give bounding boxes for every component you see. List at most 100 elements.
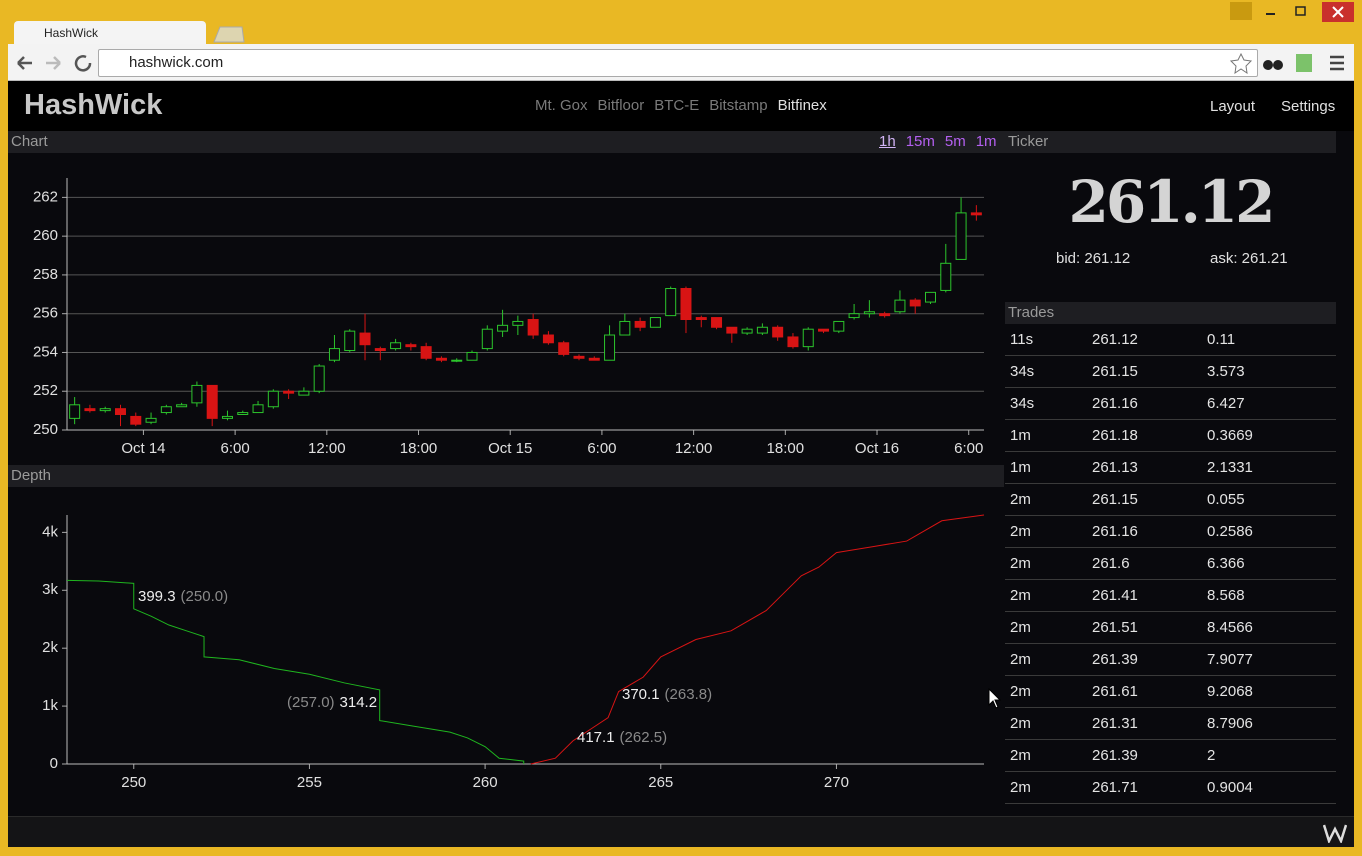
trade-row: 1m 261.13 2.1331 [1005, 452, 1336, 484]
annotation-amount: 314.2 [340, 694, 378, 711]
y-tick-label: 262 [33, 188, 58, 205]
close-icon [1332, 6, 1344, 18]
candle-body [405, 344, 417, 348]
candle-body [99, 408, 111, 412]
browser-tab[interactable]: HashWick [14, 21, 206, 45]
trade-row: 11s 261.12 0.11 [1005, 324, 1336, 356]
candle-body [69, 404, 81, 419]
new-tab[interactable] [212, 25, 246, 43]
candle-body [695, 317, 707, 321]
exchange-link[interactable]: Bitfloor [597, 97, 645, 114]
y-tick-label: 3k [42, 581, 58, 598]
candle-body [451, 359, 463, 362]
maximize[interactable] [1295, 6, 1306, 16]
trade-cell: 2.1331 [1207, 459, 1253, 476]
trade-row: 2m 261.6 6.366 [1005, 548, 1336, 580]
candle-body [558, 342, 570, 355]
trade-cell: 261.61 [1092, 683, 1138, 700]
address-bar[interactable]: hashwick.com [98, 49, 1258, 77]
trade-cell: 261.71 [1092, 779, 1138, 796]
x-tick-label: Oct 16 [855, 440, 899, 457]
candle-body [619, 320, 631, 336]
trade-cell: 2m [1010, 747, 1031, 764]
depth-line [530, 514, 985, 765]
logo[interactable]: HashWick [24, 89, 163, 121]
x-tick-label: 18:00 [767, 440, 805, 457]
exchange-link[interactable]: BTC-E [654, 97, 700, 114]
y-tick-label: 4k [42, 523, 58, 540]
chart-header: Chart Ticker [8, 131, 1336, 153]
url: hashwick.com [129, 54, 224, 71]
back[interactable] [17, 56, 32, 70]
nav-link[interactable]: Layout [1210, 98, 1256, 115]
x-tick-label: 260 [473, 774, 498, 791]
tab-title: HashWick [44, 26, 99, 40]
candle-body [114, 408, 126, 415]
trade-cell: 2m [1010, 651, 1031, 668]
panel-title: Chart [11, 133, 48, 150]
candle-body [879, 313, 891, 317]
trade-cell: 9.2068 [1207, 683, 1253, 700]
trade-cell: 1m [1010, 459, 1031, 476]
y-tick-label: 254 [33, 343, 58, 360]
candle-body [542, 334, 554, 344]
candle-body [711, 317, 723, 328]
trades-header: Trades [1005, 302, 1336, 324]
trade-cell: 1m [1010, 427, 1031, 444]
ask: ask: 261.21 [1210, 250, 1288, 267]
candle-body [573, 355, 585, 359]
candle-body [833, 320, 845, 332]
candle-body [84, 408, 96, 412]
y-tick-label: 260 [33, 227, 58, 244]
x-tick-label: 270 [824, 774, 849, 791]
candle-body [130, 415, 142, 425]
trade-row: 1m 261.18 0.3669 [1005, 420, 1336, 452]
trade-cell: 8.568 [1207, 587, 1245, 604]
candle-body [940, 262, 952, 291]
candle-body [512, 320, 524, 326]
x-tick-label: 6:00 [587, 440, 616, 457]
candle-body [848, 313, 860, 319]
candle-body [191, 384, 203, 404]
bookmark-star[interactable] [1230, 52, 1253, 74]
interval-link[interactable]: 1m [975, 133, 997, 150]
x-tick-label: 12:00 [675, 440, 713, 457]
trade-cell: 0.2586 [1207, 523, 1253, 540]
exchange-link[interactable]: Bitfinex [777, 97, 827, 114]
nav: Layout Settings [1210, 98, 1335, 115]
depth-annotation: 370.1 (263.8) [622, 686, 712, 703]
trade-cell: 3.573 [1207, 363, 1245, 380]
forward[interactable] [46, 56, 61, 70]
trade-cell: 34s [1010, 395, 1035, 412]
trade-cell: 261.39 [1092, 747, 1138, 764]
reload[interactable] [74, 55, 92, 72]
user-button[interactable] [1230, 2, 1252, 20]
menu[interactable] [1330, 55, 1344, 71]
interval-link[interactable]: 1h [879, 133, 896, 150]
trade-cell: 2m [1010, 619, 1031, 636]
trade-cell: 261.15 [1092, 491, 1138, 508]
interval-link[interactable]: 15m [905, 133, 935, 150]
candle-body [787, 336, 799, 348]
nav-buttons [17, 55, 92, 72]
exchange-link[interactable]: Mt. Gox [535, 97, 588, 114]
nav-link[interactable]: Settings [1281, 98, 1336, 115]
trade-cell: 261.31 [1092, 715, 1138, 732]
trade-cell: 2m [1010, 715, 1031, 732]
interval-link[interactable]: 5m [944, 133, 966, 150]
trade-cell: 261.39 [1092, 651, 1138, 668]
y-tick-label: 252 [33, 382, 58, 399]
app [8, 81, 1354, 847]
trade-row: 2m 261.71 0.9004 [1005, 772, 1336, 804]
exchange-link[interactable]: Bitstamp [709, 97, 768, 114]
x-tick-label: 255 [297, 774, 322, 791]
extensions [1230, 52, 1344, 74]
trade-cell: 261.51 [1092, 619, 1138, 636]
minimize[interactable] [1266, 13, 1275, 15]
footer-logo[interactable] [1323, 823, 1347, 843]
candle-body [863, 311, 875, 315]
candle-body [435, 357, 447, 361]
last-price: 261.12 [1068, 168, 1276, 236]
panel-title: Ticker [1008, 133, 1049, 150]
candle-body [497, 324, 509, 332]
